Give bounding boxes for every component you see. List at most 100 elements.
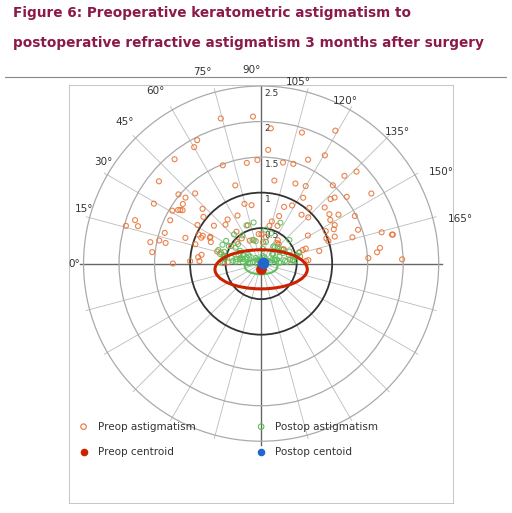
Point (276, 248, 284, 256)
Point (224, 215, 232, 224)
Point (276, 219, 285, 227)
Point (327, 195, 335, 203)
Point (239, 255, 247, 263)
Point (262, 233, 270, 241)
Point (295, 248, 304, 256)
Point (194, 221, 202, 229)
Point (331, 193, 339, 202)
Point (150, 200, 158, 208)
Point (270, 256, 279, 264)
Point (190, 143, 198, 151)
Point (289, 160, 297, 168)
Point (280, 245, 288, 253)
Point (259, 245, 267, 253)
Point (244, 251, 252, 259)
Point (285, 247, 293, 255)
Point (186, 257, 194, 265)
Text: 45°: 45° (115, 117, 134, 127)
Point (217, 248, 225, 256)
Point (279, 246, 287, 254)
Point (269, 249, 277, 258)
Point (304, 256, 312, 264)
Point (259, 238, 267, 246)
Point (231, 244, 240, 252)
Point (343, 193, 351, 201)
Point (257, 448, 265, 457)
Text: Preop astigmatism: Preop astigmatism (98, 422, 196, 431)
Point (181, 193, 189, 202)
Point (334, 210, 343, 219)
Point (331, 232, 339, 241)
Point (216, 250, 224, 258)
Point (220, 251, 228, 260)
Point (166, 216, 174, 224)
Point (367, 189, 375, 198)
Point (231, 181, 240, 189)
Text: 165°: 165° (447, 213, 473, 224)
Point (175, 190, 183, 199)
Point (245, 252, 253, 261)
Point (79, 423, 88, 431)
Point (288, 201, 296, 209)
Point (219, 241, 227, 249)
Point (232, 255, 241, 263)
Point (262, 255, 270, 264)
Point (281, 256, 289, 265)
Text: 0.5: 0.5 (265, 231, 279, 240)
Point (199, 232, 207, 240)
Point (236, 249, 244, 257)
Point (213, 247, 221, 255)
Point (174, 206, 182, 214)
Point (273, 243, 282, 251)
Point (331, 221, 339, 229)
Point (302, 245, 310, 253)
Point (389, 230, 397, 239)
Point (275, 259, 283, 267)
Point (364, 254, 372, 262)
Point (279, 249, 287, 257)
Point (340, 172, 349, 180)
Point (176, 206, 184, 214)
Point (210, 222, 218, 230)
Point (253, 255, 261, 264)
Point (193, 136, 201, 144)
Point (155, 177, 163, 185)
Point (199, 205, 207, 213)
Point (268, 250, 276, 259)
Point (238, 254, 246, 262)
Point (388, 230, 396, 239)
Point (146, 238, 155, 246)
Point (285, 236, 293, 244)
Point (305, 204, 313, 212)
Point (243, 159, 251, 167)
Point (259, 252, 267, 260)
Point (236, 255, 244, 264)
Point (269, 242, 278, 250)
Point (244, 260, 252, 268)
Point (275, 252, 284, 261)
Point (265, 222, 273, 230)
Text: 1.5: 1.5 (265, 160, 279, 169)
Point (240, 200, 248, 208)
Point (279, 159, 287, 167)
Point (227, 253, 236, 262)
Point (243, 253, 251, 262)
Point (244, 259, 252, 267)
Text: 0°: 0° (68, 259, 80, 269)
Point (217, 114, 225, 123)
Point (304, 155, 312, 164)
Point (236, 254, 244, 263)
Point (122, 222, 130, 230)
Point (271, 243, 279, 251)
Point (298, 128, 306, 136)
Point (304, 213, 312, 222)
Point (275, 212, 283, 220)
Point (283, 258, 291, 266)
Point (258, 230, 266, 238)
Text: 75°: 75° (193, 67, 211, 77)
Point (296, 252, 304, 261)
Point (331, 127, 339, 135)
Point (220, 252, 228, 260)
Point (238, 231, 246, 240)
Point (376, 244, 384, 252)
